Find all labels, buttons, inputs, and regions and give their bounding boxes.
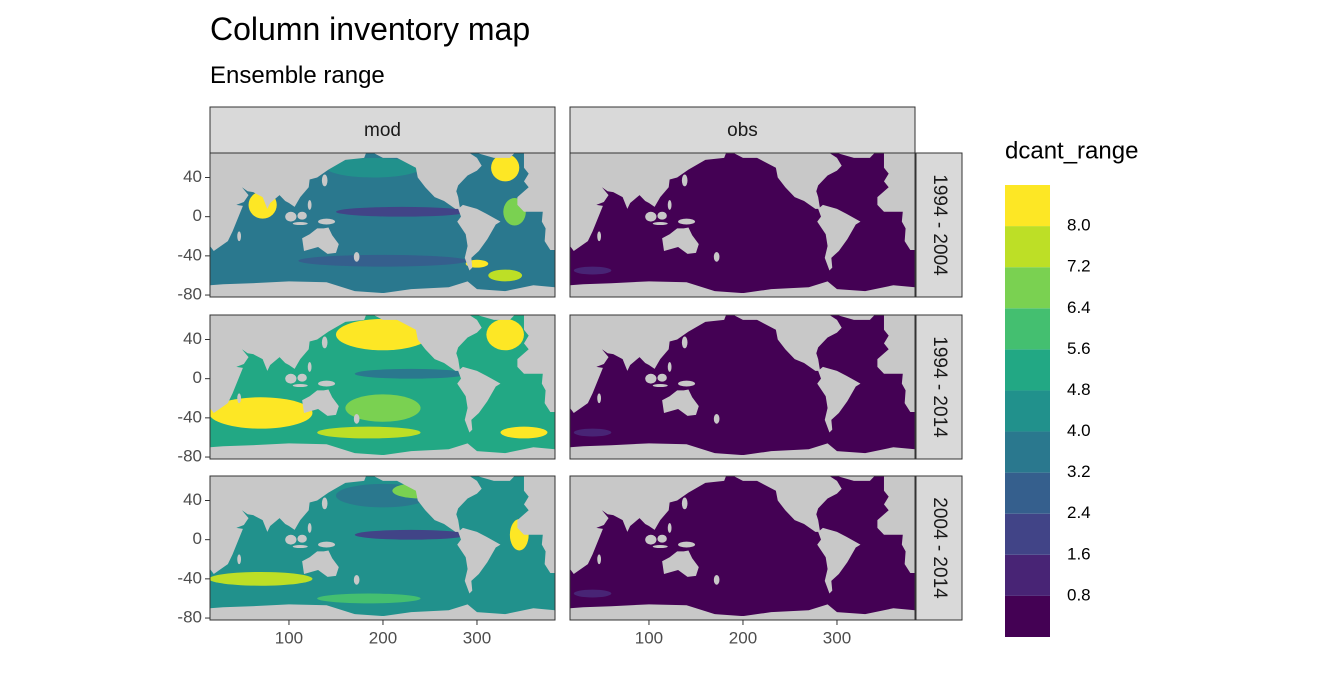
map-raster [210,153,555,297]
x-tick-label: 200 [729,628,757,647]
facet-label: mod [364,120,401,141]
legend-bin [1005,472,1050,514]
map-panel [570,476,915,620]
legend-label: 5.6 [1067,339,1091,358]
legend-bin [1005,513,1050,555]
x-tick-label: 200 [369,628,397,647]
legend-bin [1005,554,1050,596]
y-tick-label: 40 [183,167,202,186]
legend-label: 7.2 [1067,257,1091,276]
facet-label: 1994 - 2004 [929,174,950,276]
map-raster [209,476,555,620]
legend-label: 2.4 [1067,503,1091,522]
legend-bin [1005,185,1050,227]
y-tick-label: -40 [177,568,202,587]
map-panel [570,315,915,459]
map-raster [570,476,915,620]
panel-border [209,314,556,460]
chart-title: Column inventory map [210,11,530,47]
y-tick-label: -40 [177,407,202,426]
legend-label: 1.6 [1067,544,1091,563]
facet-strip [915,314,963,460]
legend-bin [1005,595,1050,637]
legend-label: 0.8 [1067,585,1091,604]
map-raster [570,315,915,459]
map-raster [570,153,915,297]
y-tick-label: -80 [177,447,202,466]
legend-bin [1005,267,1050,309]
map-panel [570,153,915,297]
y-tick-label: 40 [183,329,202,348]
facet-strip [569,106,916,154]
facet-label: obs [727,120,758,141]
legend-label: 3.2 [1067,462,1091,481]
y-tick-label: -40 [177,245,202,264]
legend-label: 6.4 [1067,298,1091,317]
y-tick-label: 40 [183,490,202,509]
chart-subtitle: Ensemble range [210,62,385,89]
legend-title: dcant_range [1005,137,1138,164]
facet-label: 2004 - 2014 [929,497,950,599]
legend-label: 4.8 [1067,380,1091,399]
map-raster [209,315,555,459]
legend-bin [1005,308,1050,350]
legend-bin [1005,349,1050,391]
x-tick-label: 300 [823,628,851,647]
x-tick-label: 300 [463,628,491,647]
facet-strip [915,152,963,298]
x-tick-label: 100 [275,628,303,647]
y-tick-label: 0 [193,206,202,225]
legend-label: 4.0 [1067,421,1091,440]
map-panel [210,153,555,297]
panel-border [569,152,916,298]
x-tick-label: 100 [635,628,663,647]
map-panel [209,315,555,459]
y-tick-label: -80 [177,608,202,627]
legend-bin [1005,390,1050,432]
facet-strip [209,106,556,154]
legend-bin [1005,431,1050,473]
y-tick-label: 0 [193,368,202,387]
facet-label: 1994 - 2014 [929,336,950,438]
legend-label: 8.0 [1067,216,1091,235]
y-tick-label: -80 [177,285,202,304]
facet-strip [915,475,963,621]
panel-border [209,152,556,298]
map-panel [209,476,555,620]
y-tick-label: 0 [193,529,202,548]
panel-border [569,314,916,460]
legend-bin [1005,226,1050,268]
